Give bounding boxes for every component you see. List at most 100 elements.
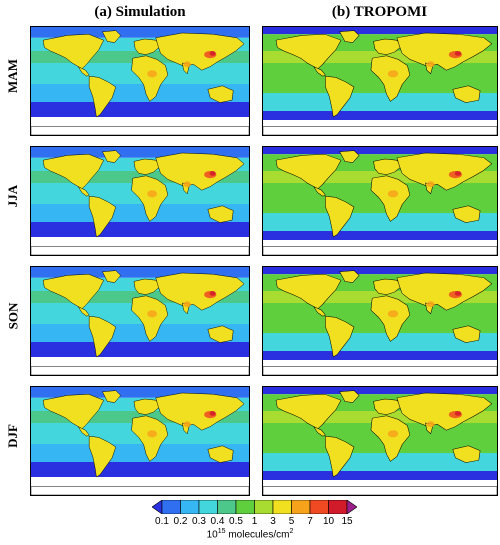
map-panel-tropomi-jja [262, 146, 498, 256]
continent-outline [77, 66, 90, 77]
emission-hotspot [183, 301, 191, 308]
row-label-son: SON [5, 302, 21, 330]
emission-hotspot [454, 411, 462, 416]
continent-outline [133, 38, 161, 55]
continent-outline [370, 175, 411, 222]
continent-outline [373, 398, 403, 415]
continent-outline [102, 270, 121, 283]
continent-outline [452, 325, 481, 343]
continent-outline [133, 398, 161, 415]
colorbar-tick-label: 0.3 [192, 516, 206, 527]
colorbar-tick-label: 3 [270, 516, 276, 527]
continent-outline [396, 32, 493, 71]
colorbar-tick-label: 0.5 [229, 516, 243, 527]
continent-outline [207, 85, 234, 103]
continent-outline [131, 415, 169, 462]
continent-outline [396, 392, 493, 431]
emission-hotspot [426, 301, 435, 308]
antarctica-outline [263, 486, 497, 495]
continent-outline [131, 295, 169, 342]
continent-outline [207, 205, 234, 223]
colorbar-segment [217, 500, 237, 514]
emission-hotspot [209, 291, 216, 296]
emission-hotspot [454, 51, 462, 56]
continent-outline [339, 30, 360, 43]
emission-hotspot [183, 181, 191, 188]
emission-hotspot [426, 181, 435, 188]
continent-outline [373, 158, 403, 175]
emission-hotspot [454, 171, 462, 176]
continent-outline [88, 75, 117, 118]
continent-outline [325, 315, 355, 358]
antarctica-outline [31, 246, 249, 255]
continent-outline [313, 186, 326, 197]
continent-outline [313, 426, 326, 437]
continent-outline [370, 415, 411, 462]
emission-hotspot [426, 61, 435, 68]
continent-outline [452, 85, 481, 103]
emission-hotspot [387, 190, 399, 198]
continent-outline [102, 30, 121, 43]
continent-outline [339, 390, 360, 403]
map-panel-simulation-mam [30, 26, 250, 136]
colorbar-segment [198, 500, 218, 514]
colorbar-tick-label: 0.4 [210, 516, 225, 527]
colorbar-max-arrow [346, 500, 357, 514]
continent-outline [155, 272, 245, 311]
continent-outline [131, 55, 169, 102]
continent-outline [373, 278, 403, 295]
emission-hotspot [209, 51, 216, 56]
emission-hotspot [387, 310, 399, 318]
antarctica-outline [31, 126, 249, 135]
emission-hotspot [387, 70, 399, 78]
colorbar-tick-label: 15 [341, 516, 353, 527]
emission-hotspot [147, 430, 157, 438]
colorbar-tick-label: 0.1 [155, 516, 169, 527]
colorbar-min-arrow [152, 500, 163, 514]
emission-hotspot [387, 430, 399, 438]
continent-outline [370, 295, 411, 342]
continent-outline [77, 426, 90, 437]
continent-outline [207, 445, 234, 463]
continent-outline [133, 278, 161, 295]
continent-outline [325, 195, 355, 238]
continent-outline [155, 32, 245, 71]
continent-outline [88, 435, 117, 478]
continent-outline [339, 270, 360, 283]
continent-outline [155, 152, 245, 191]
colorbar [152, 500, 357, 514]
continent-outline [88, 315, 117, 358]
colorbar-segment [309, 500, 329, 514]
emission-hotspot [183, 61, 191, 68]
continent-outline [396, 272, 493, 311]
continent-outline [373, 38, 403, 55]
row-label-jja: JJA [4, 184, 20, 208]
continent-outline [370, 55, 411, 102]
emission-hotspot [426, 421, 435, 428]
colorbar-tick-label: 10 [322, 516, 335, 527]
row-label-djf: DJF [5, 424, 20, 448]
emission-hotspot [209, 171, 216, 176]
emission-hotspot [209, 411, 216, 416]
colorbar-unit-label: 1015 molecules/cm2 [206, 528, 294, 541]
column-title-tropomi: (b) TROPOMI [331, 4, 428, 20]
continent-outline [325, 435, 355, 478]
continent-outline [325, 75, 355, 118]
continent-outline [133, 158, 161, 175]
continent-outline [313, 306, 326, 317]
map-panel-simulation-jja [30, 146, 250, 256]
continent-outline [131, 175, 169, 222]
colorbar-segment [328, 500, 348, 514]
colorbar-segment [291, 500, 311, 514]
map-panel-tropomi-djf [262, 386, 498, 496]
continent-outline [77, 306, 90, 317]
colorbar-segment [161, 500, 181, 514]
row-label-mam: MAM [5, 59, 20, 93]
antarctica-outline [263, 126, 497, 135]
continent-outline [207, 325, 234, 343]
continent-outline [102, 390, 121, 403]
antarctica-outline [263, 246, 497, 255]
continent-outline [339, 150, 360, 163]
colorbar-segment [180, 500, 200, 514]
colorbar-segment [235, 500, 255, 514]
